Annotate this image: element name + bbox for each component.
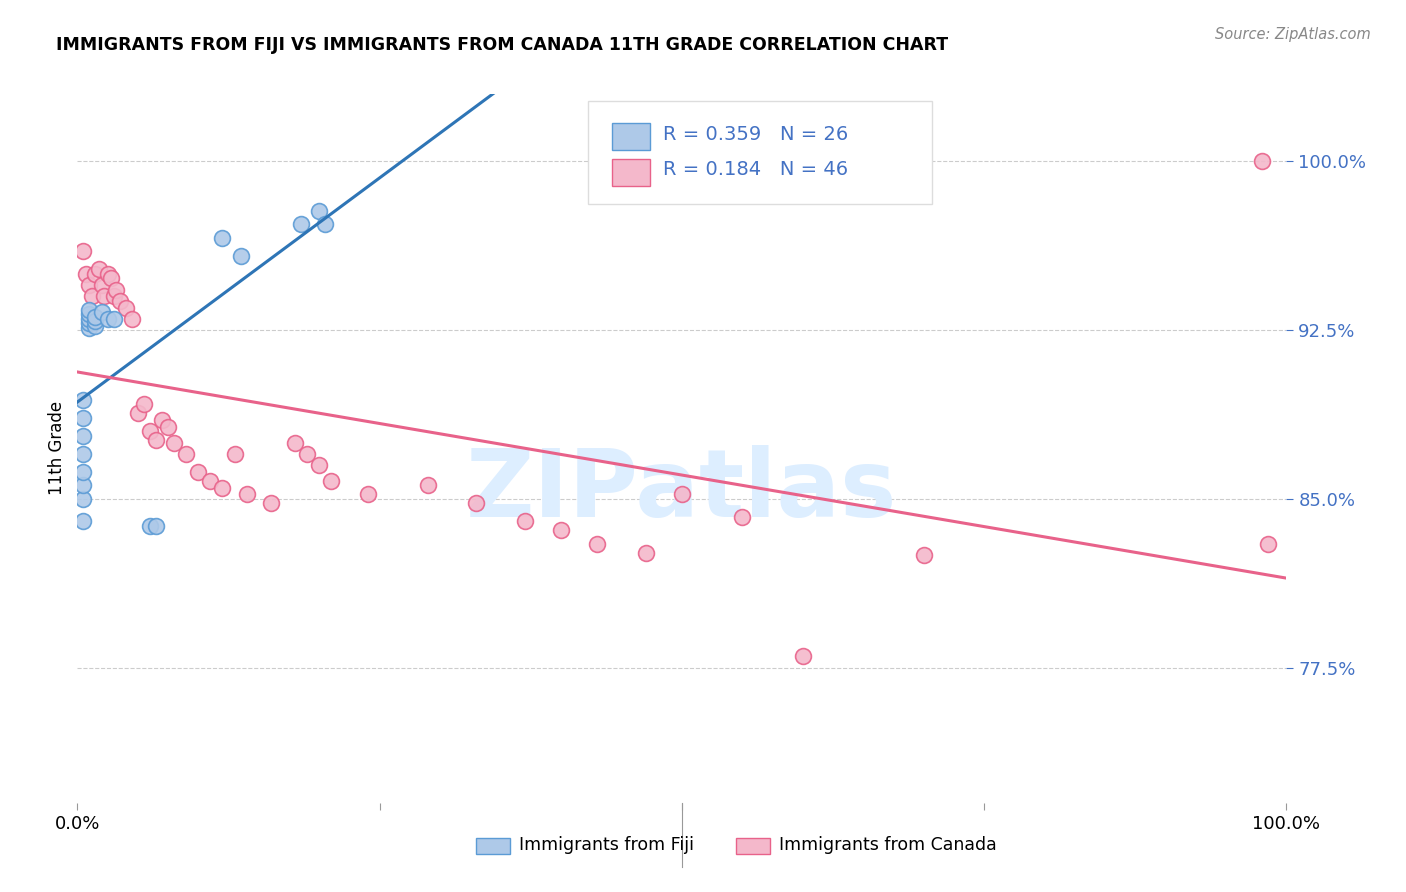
Point xyxy=(79,307,101,321)
Point xyxy=(79,316,101,330)
Point xyxy=(87,262,110,277)
Text: IMMIGRANTS FROM FIJI VS IMMIGRANTS FROM CANADA 11TH GRADE CORRELATION CHART: IMMIGRANTS FROM FIJI VS IMMIGRANTS FROM … xyxy=(56,36,949,54)
Point xyxy=(308,203,330,218)
Point xyxy=(100,271,122,285)
Point xyxy=(1257,537,1279,551)
Point xyxy=(150,413,173,427)
Point xyxy=(96,267,118,281)
Point xyxy=(103,289,125,303)
Point xyxy=(84,267,107,281)
Point xyxy=(314,217,336,231)
Point xyxy=(93,289,115,303)
Point xyxy=(634,546,657,560)
Point xyxy=(157,420,180,434)
Point xyxy=(72,478,94,492)
Point xyxy=(105,283,128,297)
Point xyxy=(72,515,94,529)
Point xyxy=(163,435,186,450)
Point xyxy=(90,305,112,319)
Point xyxy=(187,465,209,479)
Point xyxy=(139,519,162,533)
Text: Immigrants from Fiji: Immigrants from Fiji xyxy=(519,837,693,855)
Point xyxy=(84,318,107,333)
Y-axis label: 11th Grade: 11th Grade xyxy=(48,401,66,495)
Point xyxy=(84,314,107,328)
Point xyxy=(72,465,94,479)
Point xyxy=(79,302,101,317)
Point xyxy=(295,447,318,461)
Point xyxy=(211,231,233,245)
Point xyxy=(84,310,107,324)
Point xyxy=(72,429,94,443)
Point xyxy=(79,278,101,293)
Point xyxy=(465,496,488,510)
Point xyxy=(72,410,94,425)
Point xyxy=(79,311,101,326)
Point xyxy=(550,524,572,538)
Point xyxy=(731,509,754,524)
Point xyxy=(145,519,167,533)
Point xyxy=(671,487,693,501)
Point xyxy=(586,537,609,551)
Point xyxy=(114,301,136,315)
Point xyxy=(145,434,167,448)
Point xyxy=(96,311,118,326)
Point xyxy=(792,649,814,664)
Point xyxy=(72,244,94,259)
Point xyxy=(356,487,378,501)
Point xyxy=(235,487,257,501)
FancyBboxPatch shape xyxy=(477,838,510,854)
FancyBboxPatch shape xyxy=(737,838,770,854)
FancyBboxPatch shape xyxy=(588,101,932,203)
Point xyxy=(132,397,155,411)
Point xyxy=(260,496,283,510)
Point xyxy=(72,392,94,407)
Point xyxy=(229,249,252,263)
Point xyxy=(80,289,103,303)
Text: Immigrants from Canada: Immigrants from Canada xyxy=(779,837,997,855)
Point xyxy=(200,474,222,488)
Point xyxy=(174,447,197,461)
Point xyxy=(108,293,131,308)
Text: ZIPatlas: ZIPatlas xyxy=(467,445,897,537)
Text: R = 0.184   N = 46: R = 0.184 N = 46 xyxy=(662,160,848,178)
Point xyxy=(513,515,536,529)
Point xyxy=(211,481,233,495)
Point xyxy=(416,478,439,492)
Point xyxy=(75,267,97,281)
Point xyxy=(224,447,246,461)
Point xyxy=(121,311,143,326)
Point xyxy=(90,278,112,293)
Point xyxy=(290,217,312,231)
Point xyxy=(308,458,330,472)
Point xyxy=(912,548,935,562)
Point xyxy=(103,311,125,326)
Point xyxy=(72,447,94,461)
Point xyxy=(72,491,94,506)
Text: R = 0.359   N = 26: R = 0.359 N = 26 xyxy=(662,125,848,144)
Point xyxy=(1251,154,1274,169)
FancyBboxPatch shape xyxy=(612,123,651,151)
FancyBboxPatch shape xyxy=(612,159,651,186)
Point xyxy=(321,474,343,488)
Point xyxy=(139,425,162,439)
Point xyxy=(127,406,149,420)
Point xyxy=(284,435,307,450)
Text: Source: ZipAtlas.com: Source: ZipAtlas.com xyxy=(1215,27,1371,42)
Point xyxy=(79,320,101,334)
